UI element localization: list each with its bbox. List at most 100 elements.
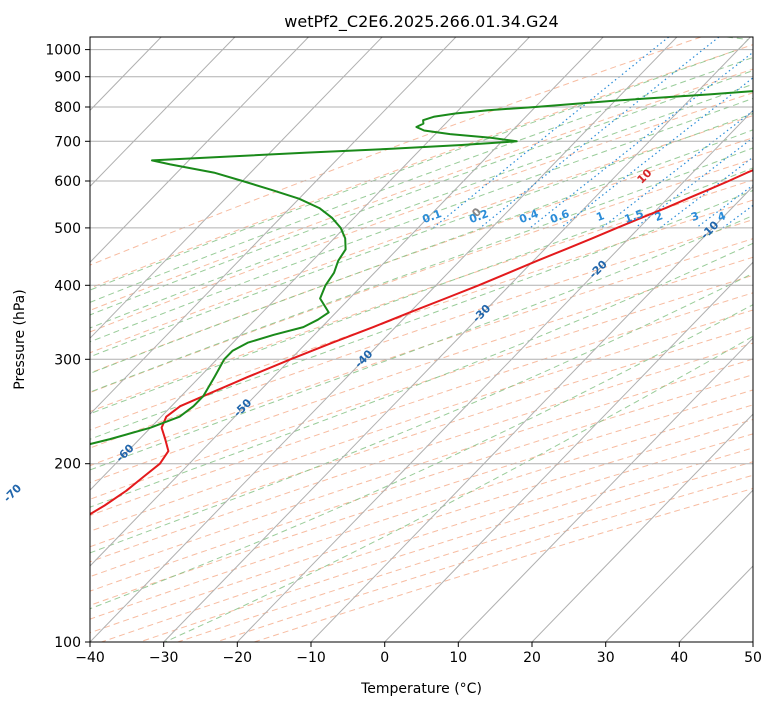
mixing-ratio-line (529, 51, 753, 229)
mixing-ratio-label: 2 (653, 209, 665, 224)
x-axis-label: Temperature (°C) (360, 681, 482, 697)
mixing-ratio-label: 0.1 (421, 207, 444, 226)
moist-adiabat-line (90, 167, 753, 415)
dry-adiabat-line (90, 68, 753, 311)
chart-title: wetPf2_C2E6.2025.266.01.34.G24 (284, 12, 558, 32)
x-tick-label: 0 (380, 650, 389, 666)
plot-frame (89, 36, 754, 643)
x-tick-label: 40 (670, 650, 688, 666)
dry-adiabat-line (90, 358, 753, 578)
moist-adiabat-line (90, 242, 753, 508)
isotherm-line (90, 37, 236, 188)
x-tick-label: −30 (149, 650, 179, 666)
dry-adiabat-line (90, 292, 753, 517)
mixing-ratio-label: 0.2 (468, 207, 491, 226)
mixing-ratio-label: 0.4 (518, 207, 541, 226)
dry-adiabat-line (90, 44, 753, 289)
y-tick-label: 200 (54, 457, 81, 473)
dry-adiabat-line (90, 219, 753, 449)
moist-adiabat-line (90, 272, 753, 554)
y-tick-label: 400 (54, 278, 81, 294)
isotherm-line (163, 37, 751, 642)
dry-adiabat-line (90, 342, 753, 563)
dry-adiabat-line (90, 326, 753, 548)
mixing-ratio-line (659, 156, 753, 229)
dry-adiabat-line (90, 137, 753, 374)
isotherm-line (90, 37, 678, 642)
isotherm-line (90, 37, 604, 567)
moist-adiabat-line (90, 215, 753, 471)
isotherm-line (90, 37, 530, 491)
isotherm-line (90, 37, 457, 415)
dewpoint-line (90, 90, 753, 446)
mixing-ratio-label: 4 (716, 209, 728, 224)
y-tick-label: 700 (54, 134, 81, 150)
line-labels: -100-90-80-70-60-50-40-30-20-100.10.20.4… (1, 166, 728, 505)
dry-adiabat-line (90, 256, 753, 484)
moist-adiabat-line (90, 189, 753, 440)
dry-adiabat-line (90, 158, 753, 394)
dry-adiabat-line (90, 37, 702, 266)
isotherm-line (752, 641, 753, 642)
moist-adiabat-line (90, 129, 753, 374)
y-tick-label: 300 (54, 352, 81, 368)
x-tick-label: −40 (75, 650, 105, 666)
isotherm-label: -70 (1, 481, 24, 504)
isotherm-line (236, 109, 753, 642)
mixing-ratio-label: 1.5 (623, 207, 646, 226)
moist-adiabat-line (90, 56, 753, 303)
sounding-profiles (90, 90, 753, 516)
y-tick-label: 600 (54, 174, 81, 190)
mixing-ratio-label: 1 (594, 209, 606, 224)
moist-adiabat-line (90, 304, 753, 610)
mixing-ratio-label: 0.6 (548, 207, 571, 226)
dry-adiabat-line (90, 199, 753, 431)
y-tick-label: 1000 (45, 43, 81, 59)
dry-adiabat-line (90, 309, 753, 532)
isotherm-line (531, 413, 753, 642)
x-tick-label: 30 (597, 650, 615, 666)
x-tick-label: 20 (523, 650, 541, 666)
dry-adiabat-line (90, 389, 753, 606)
dry-adiabat-line (90, 92, 753, 333)
mixing-ratio-line (479, 37, 720, 229)
moist-adiabat-line (90, 37, 750, 291)
background-lines (90, 37, 775, 642)
x-tick-label: 50 (744, 650, 762, 666)
moist-adiabat-line (90, 147, 753, 393)
dry-adiabat-line (90, 238, 753, 467)
moist-adiabat-line (90, 70, 753, 316)
dry-adiabat-line (90, 374, 753, 592)
mixing-ratio-line (432, 37, 670, 229)
isotherm-line (384, 261, 753, 642)
x-tick-label: 10 (449, 650, 467, 666)
mixing-ratio-line (634, 137, 753, 229)
y-tick-label: 900 (54, 70, 81, 86)
mixing-ratio-line (762, 37, 775, 228)
moist-adiabat-line (90, 97, 753, 343)
mixing-ratio-line (695, 184, 753, 229)
isotherm-line (90, 37, 309, 263)
moist-adiabat-line (90, 112, 753, 358)
dry-adiabat-line (215, 474, 753, 642)
temperature-line (90, 169, 753, 516)
x-tick-label: −20 (223, 650, 253, 666)
y-tick-label: 500 (54, 221, 81, 237)
moist-adiabat-line (90, 83, 753, 329)
isotherm-line (310, 185, 753, 642)
dry-adiabat-line (90, 179, 753, 413)
isotherm-line (605, 489, 753, 642)
theta-label: 10 (635, 166, 655, 186)
y-axis-label: Pressure (hPa) (12, 289, 28, 389)
dry-adiabat-line (90, 115, 753, 354)
dry-adiabat-line (90, 274, 753, 500)
moist-adiabat-line (164, 335, 753, 642)
y-tick-label: 100 (54, 635, 81, 651)
isotherm-line (457, 337, 753, 642)
axis-ticks: −40 −30 −20 −10 0 10 20 30 40 50 100 200 300 400 500 60… (45, 43, 762, 666)
isotherm-line (90, 37, 383, 339)
dry-adiabat-line (177, 461, 753, 642)
x-tick-label: −10 (296, 650, 326, 666)
y-tick-label: 800 (54, 100, 81, 116)
